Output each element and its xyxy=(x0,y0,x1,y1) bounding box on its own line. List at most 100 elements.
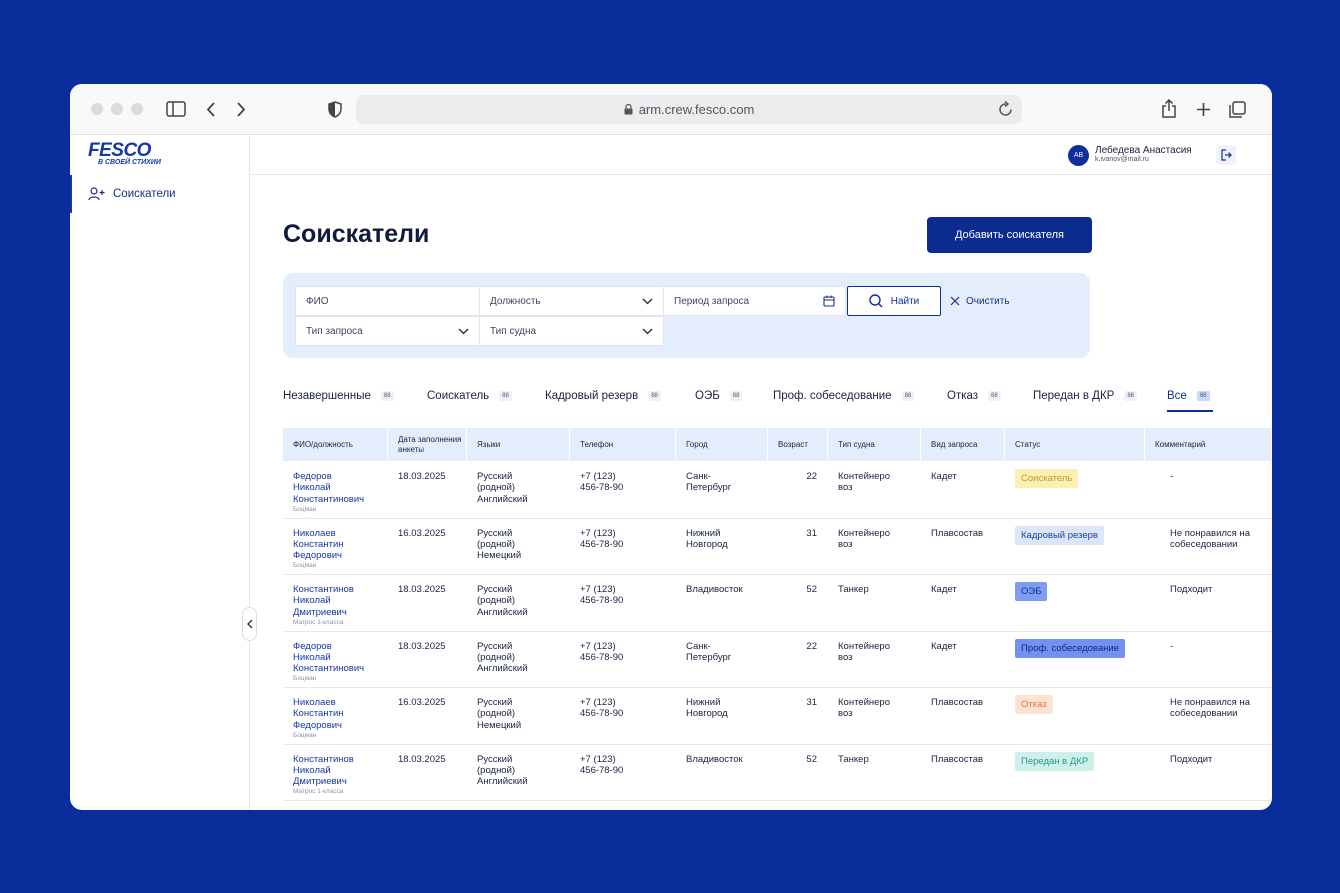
table-header: Город xyxy=(676,428,768,461)
table-header: Вид запроса xyxy=(921,428,1005,461)
filter-date[interactable]: Период запроса xyxy=(663,286,846,316)
shield-icon[interactable] xyxy=(328,101,342,118)
tab[interactable]: Кадровый резерв 88 xyxy=(545,388,661,404)
ship-cell: Контейнеро воз xyxy=(828,697,921,720)
name-line: Дмитриевич xyxy=(293,606,347,618)
comment-cell: Подходит xyxy=(1160,754,1272,765)
age: 22 xyxy=(806,640,817,652)
logout-icon[interactable] xyxy=(1216,145,1236,165)
tabs-icon[interactable] xyxy=(1228,101,1247,119)
languages-cell: Русский (родной) Немецкий xyxy=(467,697,570,731)
share-icon[interactable] xyxy=(1161,99,1177,119)
comment-cell: Не понравился на собеседовании xyxy=(1160,528,1272,551)
phone-line: 456-78-90 xyxy=(580,482,624,494)
collapse-button[interactable] xyxy=(242,607,257,641)
page-title: Соискатели xyxy=(283,220,430,248)
comment-line: Не понравился на xyxy=(1170,697,1250,708)
date: 18.03.2025 xyxy=(398,753,446,765)
tab-count: 88 xyxy=(901,391,915,401)
filter-input[interactable]: ФИО xyxy=(295,286,480,316)
avatar[interactable]: АВ xyxy=(1068,145,1089,166)
forward-icon[interactable] xyxy=(235,101,247,118)
languages-line: (родной) xyxy=(477,651,516,663)
reload-icon[interactable] xyxy=(998,101,1014,118)
filter-select[interactable]: Должность xyxy=(479,286,664,316)
phone-line: 456-78-90 xyxy=(580,708,624,720)
search-button[interactable]: Найти xyxy=(847,286,941,316)
filter-select[interactable]: Тип судна xyxy=(479,316,664,346)
ship-cell: Танкер xyxy=(828,754,921,765)
tab-label: ОЭБ xyxy=(695,390,720,402)
comment-cell: - xyxy=(1160,471,1272,482)
row-divider xyxy=(283,574,1272,575)
comment-cell: Подходит xyxy=(1160,584,1272,595)
comment-line: - xyxy=(1170,640,1174,652)
date: 16.03.2025 xyxy=(398,527,446,539)
name-line: Константинов xyxy=(293,584,354,595)
name-line: Федорович xyxy=(293,550,342,562)
lock-icon xyxy=(624,104,633,115)
window-dot[interactable] xyxy=(91,103,103,115)
position: Боцман xyxy=(293,731,317,739)
comment-line: Подходит xyxy=(1170,753,1213,765)
table-header: Комментарий xyxy=(1145,428,1272,461)
tab[interactable]: Соискатель 88 xyxy=(427,388,512,404)
phone-line: 456-78-90 xyxy=(580,538,624,550)
logo[interactable]: FESCO xyxy=(88,140,151,161)
city-cell: Владивосток xyxy=(676,754,768,765)
tab[interactable]: Отказ 88 xyxy=(947,388,1001,404)
back-icon[interactable] xyxy=(205,101,217,118)
clear-button[interactable]: Очистить xyxy=(950,286,1010,316)
window-dot[interactable] xyxy=(111,103,123,115)
nav-item[interactable]: Соискатели xyxy=(70,175,249,213)
sidebar xyxy=(70,135,250,810)
date-cell: 18.03.2025 xyxy=(388,754,467,765)
new-tab-icon[interactable] xyxy=(1196,102,1211,117)
request-cell: Кадет xyxy=(921,471,1005,482)
date: 18.03.2025 xyxy=(398,471,446,482)
table-header: Дата заполнения анкеты xyxy=(388,428,467,461)
date-cell: 18.03.2025 xyxy=(388,641,467,652)
filter-select[interactable]: Тип запроса xyxy=(295,316,480,346)
status-cell: Передан в ДКР xyxy=(1005,751,1095,771)
status-badge: Передан в ДКР xyxy=(1015,751,1095,771)
tab[interactable]: Все 88 xyxy=(1167,388,1210,404)
tab-underline xyxy=(1167,410,1213,412)
comment-line: Подходит xyxy=(1170,584,1213,595)
name-line: Константин xyxy=(293,708,344,720)
ship-cell: Контейнеро воз xyxy=(828,528,921,551)
name-line: Николай xyxy=(293,651,331,663)
tab[interactable]: ОЭБ 88 xyxy=(695,388,743,404)
tab-count: 88 xyxy=(1196,391,1210,401)
request: Кадет xyxy=(931,471,957,482)
languages-cell: Русский (родной) Английский xyxy=(467,754,570,788)
row-divider xyxy=(283,687,1272,688)
languages-line: Английский xyxy=(477,663,528,675)
tab[interactable]: Незавершенные 88 xyxy=(283,388,394,404)
filter-placeholder: ФИО xyxy=(306,295,329,307)
position: Боцман xyxy=(293,505,317,513)
tab[interactable]: Проф. собеседование 88 xyxy=(773,388,915,404)
status-cell: ОЭБ xyxy=(1005,582,1048,602)
city-line: Санк- xyxy=(686,471,711,482)
sidebar-toggle-icon[interactable] xyxy=(166,101,186,118)
table-header: Телефон xyxy=(570,428,676,461)
address-bar[interactable]: arm.crew.fesco.com xyxy=(356,95,1022,124)
ship-cell: Контейнеро воз xyxy=(828,471,921,494)
tab[interactable]: Передан в ДКР 88 xyxy=(1033,388,1138,404)
browser-window: arm.crew.fesco.com FESCO В СВОЕЙ СТИХИИ … xyxy=(70,84,1272,810)
ship-line: Контейнеро xyxy=(838,471,890,482)
phone-line: 456-78-90 xyxy=(580,764,624,776)
ship-cell: Танкер xyxy=(828,584,921,595)
age-cell: 31 xyxy=(768,697,828,708)
row-divider xyxy=(283,743,1272,745)
phone-line: +7 (123) xyxy=(580,640,616,652)
clear-label: Очистить xyxy=(966,295,1010,307)
phone-line: +7 (123) xyxy=(580,584,616,595)
add-button[interactable]: Добавить соискателя xyxy=(927,217,1092,253)
window-dot[interactable] xyxy=(131,103,143,115)
age-cell: 22 xyxy=(768,471,828,482)
languages-line: (родной) xyxy=(477,708,516,720)
city-line: Нижний xyxy=(686,527,721,539)
tab-label: Кадровый резерв xyxy=(545,390,639,402)
